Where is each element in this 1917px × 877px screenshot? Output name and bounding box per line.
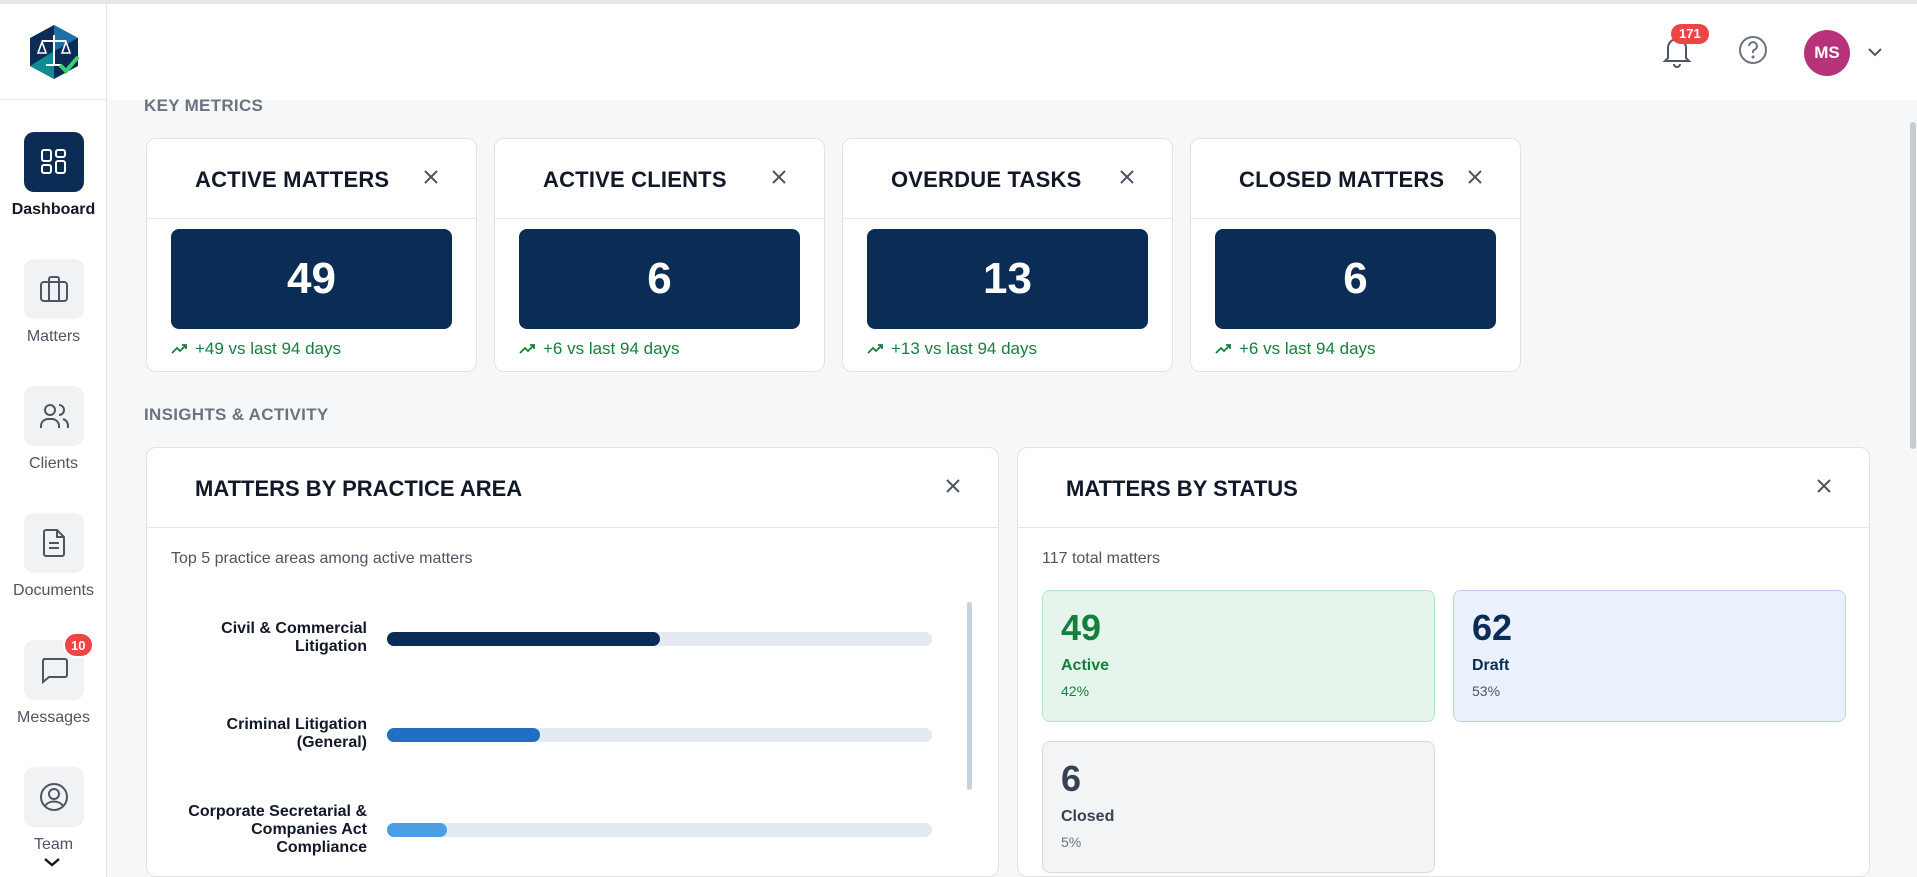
trending-up-icon [867, 344, 883, 354]
close-icon[interactable] [944, 477, 962, 495]
metric-value: 49 [171, 229, 452, 329]
metric-title: CLOSED MATTERS [1239, 167, 1445, 192]
status-label: Draft [1472, 657, 1510, 674]
bar-label: Civil & Commercial Litigation [167, 620, 367, 656]
sidebar-item-label: Dashboard [11, 201, 96, 218]
status-percent: 42% [1061, 683, 1090, 699]
metric-title: OVERDUE TASKS [891, 167, 1082, 192]
close-icon[interactable] [1118, 168, 1136, 186]
bar-label-line: Litigation [295, 638, 367, 655]
bar-label-line: Corporate Secretarial & [188, 803, 367, 820]
metric-value: 6 [1215, 229, 1496, 329]
metric-trend: +49 vs last 94 days [171, 339, 341, 359]
metric-trend-text: +6 vs last 94 days [543, 339, 680, 358]
trending-up-icon [171, 344, 187, 354]
messages-badge: 10 [63, 632, 94, 658]
panel-scrollbar[interactable] [967, 602, 972, 790]
sidebar-item-team[interactable]: Team [0, 767, 107, 854]
status-value: 49 [1061, 607, 1102, 648]
bar-fill [387, 728, 540, 742]
section-title-insights: INSIGHTS & ACTIVITY [144, 405, 329, 424]
bar-label-line: (General) [296, 734, 367, 751]
scales-logo-icon [29, 24, 80, 79]
top-header: 171 MS [107, 4, 1917, 100]
chevron-down-icon[interactable] [42, 856, 62, 868]
sidebar-item-label: Matters [26, 328, 81, 345]
metric-trend: +6 vs last 94 days [1215, 339, 1376, 359]
sidebar-item-matters[interactable]: Matters [0, 259, 107, 346]
status-label: Closed [1061, 808, 1115, 825]
status-card-closed[interactable]: 6 Closed 5% [1042, 741, 1435, 873]
bar-track [387, 632, 932, 646]
sidebar-item-label: Documents [13, 582, 94, 599]
status-value: 6 [1061, 758, 1082, 799]
metric-title: ACTIVE CLIENTS [543, 167, 727, 192]
metric-value: 6 [519, 229, 800, 329]
metric-value: 13 [867, 229, 1148, 329]
status-card-draft[interactable]: 62 Draft 53% [1453, 590, 1846, 722]
bar-track [387, 728, 932, 742]
page-scrollbar[interactable] [1910, 122, 1916, 449]
bar-label-line: Compliance [276, 839, 367, 856]
sidebar-item-label: Clients [29, 455, 78, 472]
bar-label-line: Civil & Commercial [221, 620, 367, 637]
sidebar-item-label: Messages [17, 709, 90, 726]
metric-card-overdue-tasks: OVERDUE TASKS 13 +13 vs last 94 days [842, 138, 1173, 372]
status-card-active[interactable]: 49 Active 42% [1042, 590, 1435, 722]
metric-trend: +13 vs last 94 days [867, 339, 1037, 359]
user-avatar[interactable]: MS [1804, 30, 1850, 76]
section-title-key-metrics: KEY METRICS [144, 96, 264, 115]
app-logo[interactable] [0, 4, 107, 100]
trending-up-icon [519, 344, 535, 354]
sidebar-item-dashboard[interactable]: Dashboard [0, 132, 107, 219]
bar-fill [387, 632, 660, 646]
sidebar-item-documents[interactable]: Documents [0, 513, 107, 600]
briefcase-icon [23, 259, 84, 319]
status-percent: 5% [1061, 834, 1082, 850]
status-label: Active [1061, 657, 1110, 674]
metric-card-closed-matters: CLOSED MATTERS 6 +6 vs last 94 days [1190, 138, 1521, 372]
panel-subtitle: Top 5 practice areas among active matter… [171, 550, 473, 567]
top-border [0, 0, 1917, 4]
panel-title: MATTERS BY STATUS [1066, 476, 1298, 501]
bar-label-line: Criminal Litigation [226, 716, 367, 733]
sidebar-item-label: Team [33, 836, 74, 853]
user-circle-icon [23, 767, 84, 827]
metric-card-active-matters: ACTIVE MATTERS 49 +49 vs last 94 days [146, 138, 477, 372]
sidebar-item-clients[interactable]: Clients [0, 386, 107, 473]
bar-label: Criminal Litigation (General) [167, 716, 367, 752]
sidebar-item-messages[interactable]: 10 Messages [0, 632, 107, 727]
help-icon[interactable] [1737, 34, 1769, 66]
metric-card-active-clients: ACTIVE CLIENTS 6 +6 vs last 94 days [494, 138, 825, 372]
dashboard-icon [23, 132, 84, 192]
metric-trend-text: +13 vs last 94 days [891, 339, 1038, 358]
chevron-down-icon[interactable] [1867, 46, 1883, 58]
close-icon[interactable] [1466, 168, 1484, 186]
bar-label-line: Companies Act [251, 821, 367, 838]
notification-badge: 171 [1671, 24, 1709, 44]
bar-label: Corporate Secretarial & Companies Act Co… [167, 803, 367, 857]
panel-status: MATTERS BY STATUS 117 total matters 49 A… [1017, 447, 1870, 877]
users-icon [23, 386, 84, 446]
sidebar: Dashboard Matters Clients Documents 10 M… [0, 4, 107, 877]
close-icon[interactable] [770, 168, 788, 186]
metric-trend-text: +6 vs last 94 days [1239, 339, 1376, 358]
dashboard-main: KEY METRICS ACTIVE MATTERS 49 +49 vs las… [107, 96, 1900, 877]
panel-title: MATTERS BY PRACTICE AREA [195, 476, 523, 501]
status-value: 62 [1472, 607, 1513, 648]
panel-practice-area: MATTERS BY PRACTICE AREA Top 5 practice … [146, 447, 999, 877]
document-icon [23, 513, 84, 573]
close-icon[interactable] [422, 168, 440, 186]
bar-fill [387, 823, 447, 837]
panel-subtitle: 117 total matters [1042, 550, 1160, 567]
status-percent: 53% [1472, 683, 1501, 699]
metric-trend-text: +49 vs last 94 days [195, 339, 342, 358]
trending-up-icon [1215, 344, 1231, 354]
bar-track [387, 823, 932, 837]
message-icon: 10 [23, 632, 94, 700]
close-icon[interactable] [1815, 477, 1833, 495]
metric-trend: +6 vs last 94 days [519, 339, 680, 359]
metric-title: ACTIVE MATTERS [195, 167, 390, 192]
